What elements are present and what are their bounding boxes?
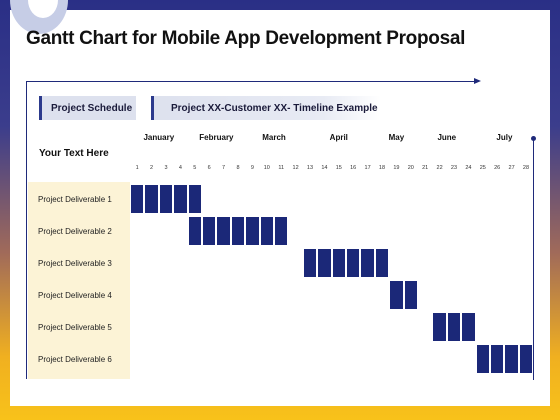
gantt-bar-segment (259, 216, 274, 246)
week-number: 4 (178, 165, 182, 171)
month-label: February (199, 133, 234, 142)
deliverable-label: Project Deliverable 6 (38, 355, 112, 364)
week-number: 5 (193, 165, 197, 171)
week-number: 25 (479, 165, 486, 171)
week-number: 20 (407, 165, 414, 171)
timeline-example-label: Project XX-Customer XX- Timeline Example (151, 96, 381, 120)
deliverable-label: Project Deliverable 4 (38, 291, 112, 300)
gantt-bar-segment (389, 280, 404, 310)
gantt-bar-segment (374, 248, 390, 278)
week-number: 17 (364, 165, 371, 171)
month-label: May (388, 133, 405, 142)
placeholder-text: Your Text Here (39, 148, 109, 159)
deliverable-label-panel (28, 182, 130, 379)
week-number: 15 (335, 165, 342, 171)
dot-icon (531, 136, 536, 141)
week-number: 8 (236, 165, 240, 171)
arrow-right-icon (474, 78, 481, 84)
week-number: 7 (222, 165, 226, 171)
project-schedule-text: Project Schedule (51, 102, 133, 114)
timeline-example-text: Project XX-Customer XX- Timeline Example (171, 102, 378, 114)
month-label: April (329, 133, 348, 142)
week-number: 9 (250, 165, 254, 171)
week-number: 11 (278, 165, 285, 171)
gantt-bar-segment (187, 216, 202, 246)
gantt-bar-segment (245, 216, 260, 246)
page-title: Gantt Chart for Mobile App Development P… (26, 28, 466, 49)
gantt-bar-segment (461, 312, 476, 342)
deliverable-label: Project Deliverable 5 (38, 323, 112, 332)
gantt-bar-segment (331, 248, 346, 278)
week-number: 14 (321, 165, 328, 171)
gantt-bar-segment (432, 312, 447, 342)
month-label: March (262, 133, 286, 142)
gantt-bar-segment (144, 184, 159, 214)
gantt-bar-segment (158, 184, 174, 214)
gantt-bar-segment (130, 184, 145, 214)
week-number: 27 (508, 165, 515, 171)
month-label: July (496, 133, 513, 142)
project-schedule-label: Project Schedule (39, 96, 136, 120)
gantt-bar-segment (317, 248, 332, 278)
deliverable-label: Project Deliverable 3 (38, 259, 112, 268)
gantt-bar-segment (346, 248, 361, 278)
month-label: June (437, 133, 457, 142)
gantt-bar-segment (446, 312, 462, 342)
week-number: 18 (378, 165, 386, 171)
week-number: 10 (263, 165, 270, 171)
gantt-bar-segment (518, 344, 534, 374)
week-number: 2 (150, 165, 154, 171)
gantt-bar-segment (403, 280, 418, 310)
gantt-bar-segment (490, 344, 505, 374)
timeline-axis-line (26, 81, 474, 82)
gantt-bar-segment (302, 248, 318, 278)
week-number: 22 (436, 165, 443, 171)
frame-left-line (26, 81, 27, 379)
week-number: 21 (422, 165, 429, 171)
deliverable-label: Project Deliverable 2 (38, 227, 112, 236)
gantt-bar-segment (216, 216, 231, 246)
week-number: 13 (306, 165, 314, 171)
gantt-bar-segment (187, 184, 202, 214)
week-number: 3 (164, 165, 168, 171)
gantt-bar-segment (475, 344, 490, 374)
week-number: 16 (350, 165, 357, 171)
frame-right-line (533, 140, 534, 380)
week-number: 26 (494, 165, 501, 171)
week-number: 23 (450, 165, 458, 171)
month-label: January (143, 133, 175, 142)
week-number: 28 (522, 165, 530, 171)
gantt-bar-segment (230, 216, 246, 246)
week-number: 12 (292, 165, 299, 171)
gantt-bar-segment (202, 216, 217, 246)
week-number: 19 (393, 165, 400, 171)
week-number: 1 (135, 165, 139, 171)
gantt-bar-segment (360, 248, 375, 278)
deliverable-label: Project Deliverable 1 (38, 195, 112, 204)
week-number: 24 (465, 165, 472, 171)
week-number: 6 (207, 165, 211, 171)
gantt-bar-segment (173, 184, 188, 214)
gantt-bar-segment (274, 216, 289, 246)
gantt-bar-segment (504, 344, 519, 374)
